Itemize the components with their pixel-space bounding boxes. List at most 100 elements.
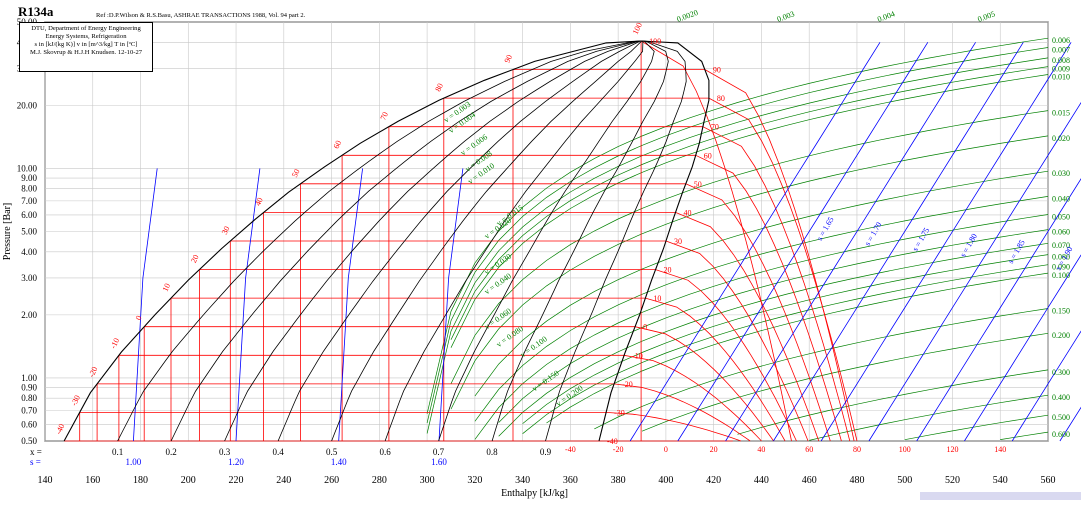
quality-line bbox=[384, 40, 644, 442]
isotherm-superheat bbox=[695, 154, 842, 442]
x-tick-label: 400 bbox=[658, 475, 673, 486]
isochore-label: 0.020 bbox=[1052, 134, 1070, 143]
isochore-label: 0.070 bbox=[1052, 241, 1070, 250]
isotherm-superheat bbox=[645, 297, 786, 442]
isentrope-lines bbox=[133, 42, 1081, 442]
x-tick-label: 200 bbox=[181, 475, 196, 486]
x-tick-label: 240 bbox=[276, 475, 291, 486]
isochore-label: 0.090 bbox=[1052, 263, 1070, 272]
x-tick-label: 260 bbox=[324, 475, 339, 486]
isotherm-label-vapor: -30 bbox=[614, 408, 625, 417]
isochore-label: 0.080 bbox=[1052, 252, 1070, 261]
x-tick-label: 480 bbox=[849, 475, 864, 486]
x-tick-label: 140 bbox=[38, 475, 53, 486]
x-tick-label: 300 bbox=[420, 475, 435, 486]
quality-prefix: x = bbox=[30, 447, 42, 457]
isochore-lines bbox=[426, 37, 1049, 441]
isentrope-line bbox=[820, 42, 1072, 442]
isotherm-label-vapor: -20 bbox=[622, 380, 633, 389]
isotherm-label-vapor: 0 bbox=[643, 323, 647, 332]
quality-label: 0.6 bbox=[379, 447, 391, 457]
x-tick-label: 520 bbox=[945, 475, 960, 486]
y-tick-label: 0.70 bbox=[21, 405, 37, 415]
isotherm-label-vapor: 50 bbox=[694, 180, 702, 189]
entropy-label: 1.60 bbox=[431, 457, 447, 467]
isochore-line bbox=[450, 74, 1049, 348]
isochore-line bbox=[474, 214, 1049, 440]
isotherm-bottom-label: 60 bbox=[805, 445, 813, 454]
quality-line bbox=[331, 40, 642, 442]
x-tick-label: 280 bbox=[372, 475, 387, 486]
isochore-label: 0.100 bbox=[1052, 271, 1070, 280]
quality-lines bbox=[117, 40, 687, 442]
isotherm-label: 50 bbox=[290, 168, 302, 179]
isochore-line bbox=[426, 37, 1049, 414]
isochore-line bbox=[546, 272, 1049, 424]
isotherm-label: -30 bbox=[69, 394, 82, 407]
x-tick-label: 500 bbox=[897, 475, 912, 486]
isotherm-label: 10 bbox=[161, 282, 173, 293]
x-axis-label: Enthalpy [kJ/kg] bbox=[501, 488, 568, 499]
isentrope-line bbox=[964, 254, 1081, 442]
isotherm-superheat bbox=[702, 126, 851, 442]
quality-line bbox=[170, 40, 642, 442]
x-tick-label: 360 bbox=[563, 475, 578, 486]
y-tick-label: 9.00 bbox=[21, 173, 37, 183]
isotherm-label-vapor: 90 bbox=[713, 66, 721, 75]
isochore-label: 0.006 bbox=[1052, 36, 1070, 45]
x-tick-label: 220 bbox=[229, 475, 244, 486]
y-tick-label: 6.00 bbox=[21, 210, 37, 220]
isotherm-bottom-label: 120 bbox=[946, 445, 958, 454]
isochore-label: 0.010 bbox=[1052, 72, 1070, 81]
info-line: s in [kJ/(kg K)] v in [m^3/kg] T in [ºC] bbox=[34, 41, 138, 48]
y-tick-label: 2.00 bbox=[21, 310, 37, 320]
isentrope-liquid bbox=[338, 168, 363, 442]
y-tick-label: 8.00 bbox=[21, 184, 37, 194]
isochore-label: 0.150 bbox=[1052, 306, 1070, 315]
chart-title: R134a bbox=[18, 4, 54, 19]
reference-note: Ref :D.P.Wilson & R.S.Basu, ASHRAE TRANS… bbox=[96, 12, 306, 19]
isotherm-lines bbox=[64, 40, 858, 442]
isotherm-superheat bbox=[640, 40, 792, 442]
isochore-line bbox=[426, 57, 1049, 434]
isochore-label: 0.300 bbox=[1052, 368, 1070, 377]
isochore-label: 0.040 bbox=[1052, 194, 1070, 203]
isochore-label: 0.007 bbox=[1052, 45, 1070, 54]
x-tick-label: 420 bbox=[706, 475, 721, 486]
saturation-curve bbox=[63, 40, 710, 442]
isotherm-superheat bbox=[624, 354, 762, 442]
isotherm-bottom-label: -20 bbox=[613, 445, 624, 454]
isotherm-label: 90 bbox=[503, 53, 515, 64]
isotherm-superheat bbox=[655, 269, 797, 442]
entropy-label: 1.20 bbox=[228, 457, 244, 467]
isotherm-label-vapor: 10 bbox=[653, 294, 661, 303]
isotherm-bottom-label: 140 bbox=[994, 445, 1006, 454]
isochore-label: 0.400 bbox=[1052, 393, 1070, 402]
isotherm-label: 60 bbox=[332, 139, 344, 150]
quality-line bbox=[277, 40, 642, 442]
window-edge-bar bbox=[920, 492, 1081, 500]
isotherm-label-vapor: 60 bbox=[704, 151, 712, 160]
isotherm-label: 70 bbox=[379, 110, 391, 121]
isochore-line bbox=[594, 308, 1049, 430]
isochore-label: 0.015 bbox=[1052, 108, 1070, 117]
y-tick-label: 4.00 bbox=[21, 247, 37, 257]
quality-line bbox=[545, 40, 687, 442]
x-tick-label: 180 bbox=[133, 475, 148, 486]
y-tick-label: 0.50 bbox=[21, 436, 37, 446]
isochore-label: 0.030 bbox=[1052, 169, 1070, 178]
isochore-label: 0.060 bbox=[1052, 228, 1070, 237]
isotherm-label-vapor: 80 bbox=[717, 94, 725, 103]
x-tick-label: 460 bbox=[802, 475, 817, 486]
x-tick-label: 340 bbox=[515, 475, 530, 486]
isochore-line bbox=[498, 229, 1049, 423]
quality-label: 0.2 bbox=[165, 447, 176, 457]
isotherm-bottom-label: 20 bbox=[710, 445, 718, 454]
saturated-vapor-line bbox=[598, 40, 710, 442]
isotherm-superheat bbox=[606, 412, 742, 442]
isentrope-line bbox=[916, 178, 1081, 442]
info-line: M.J. Skovrup & H.J.H Knudsen. 12-10-27 bbox=[29, 49, 143, 56]
isotherm-superheat bbox=[704, 69, 855, 442]
quality-label: 0.5 bbox=[326, 447, 338, 457]
